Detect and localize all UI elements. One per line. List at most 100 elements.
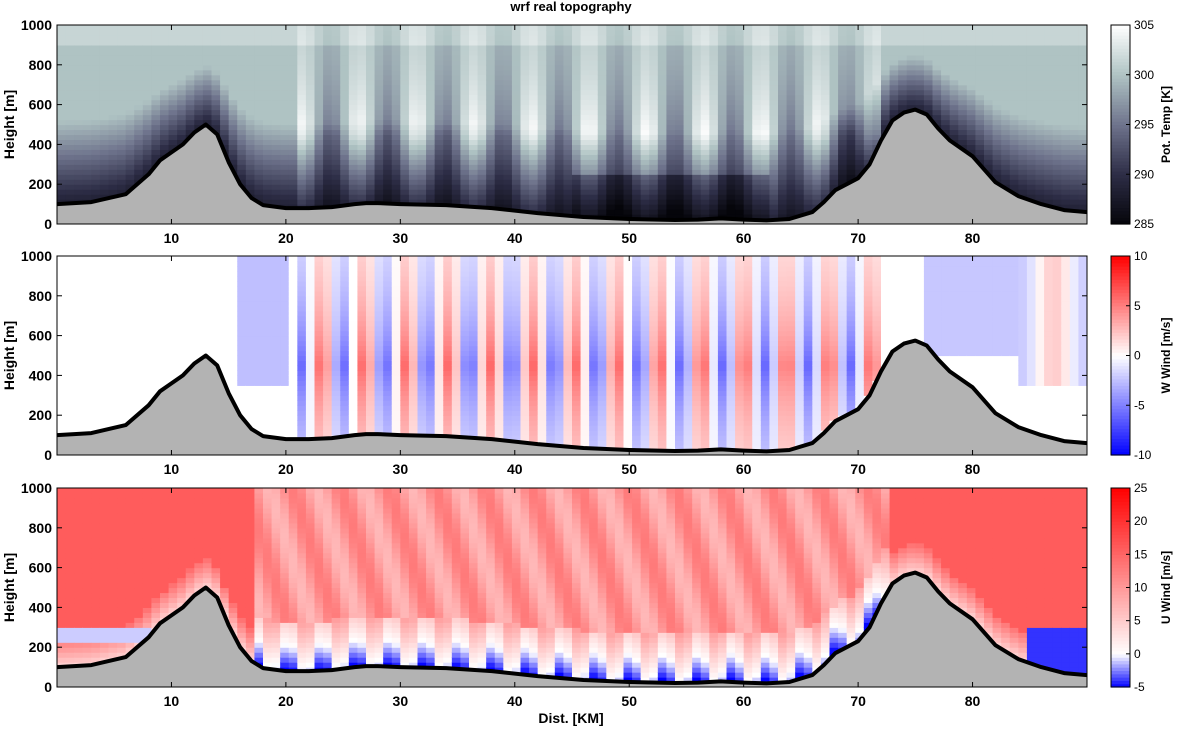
x-tick-label: 40 xyxy=(507,230,523,246)
y-axis-label: Height [m] xyxy=(1,90,17,159)
x-tick-label: 10 xyxy=(164,230,180,246)
colorbar-swatch xyxy=(1111,345,1130,350)
colorbar-swatch xyxy=(1111,580,1130,585)
x-axis-label: Dist. [KM] xyxy=(538,710,603,726)
colorbar-label: W Wind [m/s] xyxy=(1159,318,1173,394)
colorbar-swatch xyxy=(1111,382,1130,386)
colorbar-swatch xyxy=(1111,207,1130,212)
colorbar-swatch xyxy=(1111,398,1130,403)
colorbar-swatch xyxy=(1111,315,1130,320)
colorbar-swatch xyxy=(1111,305,1130,310)
x-tick-label: 60 xyxy=(736,230,752,246)
colorbar-swatch xyxy=(1111,58,1130,63)
y-tick-label: 400 xyxy=(29,599,53,615)
colorbar-tick-label: 10 xyxy=(1134,581,1148,595)
colorbar-swatch xyxy=(1111,574,1130,579)
colorbar-swatch xyxy=(1111,107,1130,112)
colorbar-swatch xyxy=(1111,134,1130,139)
colorbar-label: U Wind [m/s] xyxy=(1159,551,1173,624)
colorbar-swatch xyxy=(1111,368,1130,373)
colorbar-swatch xyxy=(1111,537,1130,542)
y-tick-label: 0 xyxy=(44,447,52,463)
colorbar-swatch xyxy=(1111,31,1130,36)
colorbar-swatch xyxy=(1111,51,1130,56)
colorbar-label: Pot. Temp [K] xyxy=(1159,86,1173,163)
colorbar-tick-label: 5 xyxy=(1134,299,1141,313)
colorbar-swatch xyxy=(1111,643,1130,648)
colorbar-swatch xyxy=(1111,131,1130,136)
y-tick-label: 400 xyxy=(29,367,53,383)
colorbar-swatch xyxy=(1111,309,1130,313)
colorbar-swatch xyxy=(1111,627,1130,632)
colorbar-swatch xyxy=(1111,544,1130,549)
colorbar-tick-label: 0 xyxy=(1134,647,1141,661)
colorbar-swatch xyxy=(1111,200,1130,205)
y-axis-label: Height [m] xyxy=(1,553,17,622)
colorbar-tick-label: 5 xyxy=(1134,614,1141,628)
colorbar-swatch xyxy=(1111,614,1130,618)
colorbar-swatch xyxy=(1111,204,1130,209)
y-tick-label: 1000 xyxy=(21,480,52,496)
x-tick-label: 70 xyxy=(850,461,866,477)
colorbar-swatch xyxy=(1111,147,1130,152)
colorbar-swatch xyxy=(1111,677,1130,681)
colorbar-swatch xyxy=(1111,91,1130,96)
colorbar-swatch xyxy=(1111,325,1130,330)
colorbar-swatch xyxy=(1111,494,1130,499)
y-tick-label: 800 xyxy=(29,520,53,536)
colorbar-swatch xyxy=(1111,285,1130,290)
colorbar-tick-label: -5 xyxy=(1134,398,1145,412)
colorbar-swatch xyxy=(1111,362,1130,367)
colorbar-swatch xyxy=(1111,600,1130,605)
colorbar-swatch xyxy=(1111,451,1130,456)
y-tick-label: 600 xyxy=(29,97,53,113)
colorbar-swatch xyxy=(1111,421,1130,426)
x-tick-label: 50 xyxy=(621,693,637,709)
colorbar-tick-label: 290 xyxy=(1134,167,1154,181)
colorbar-swatch xyxy=(1111,541,1130,545)
colorbar-swatch xyxy=(1111,259,1130,264)
colorbar-swatch xyxy=(1111,124,1130,129)
colorbar-swatch xyxy=(1111,265,1130,270)
y-axis-label: Height [m] xyxy=(1,321,17,390)
colorbar-swatch xyxy=(1111,302,1130,307)
colorbar-swatch xyxy=(1111,375,1130,380)
colorbar-swatch xyxy=(1111,663,1130,668)
colorbar-swatch xyxy=(1111,342,1130,347)
colorbar-tick-label: 305 xyxy=(1134,18,1154,32)
colorbar-swatch xyxy=(1111,604,1130,608)
x-tick-label: 30 xyxy=(393,693,409,709)
colorbar-swatch xyxy=(1111,551,1130,555)
colorbar-swatch xyxy=(1111,97,1130,102)
colorbar-swatch xyxy=(1111,295,1130,300)
panel-2: 10 20 30 40 50 60 70 8002004006008001000Height … xyxy=(1,248,1173,477)
x-tick-label: 40 xyxy=(507,693,523,709)
colorbar-swatch xyxy=(1111,25,1130,29)
colorbar-swatch xyxy=(1111,590,1130,595)
colorbar-swatch xyxy=(1111,650,1130,655)
colorbar-swatch xyxy=(1111,524,1130,529)
colorbar-swatch xyxy=(1111,312,1130,317)
colorbar-swatch xyxy=(1111,78,1130,82)
axes-box xyxy=(56,487,1088,688)
colorbar-swatch xyxy=(1111,68,1130,73)
colorbar-swatch xyxy=(1111,127,1130,132)
colorbar-swatch xyxy=(1111,28,1130,33)
colorbar-swatch xyxy=(1111,289,1130,294)
colorbar-swatch xyxy=(1111,180,1130,185)
colorbar-swatch xyxy=(1111,504,1130,509)
colorbar-swatch xyxy=(1111,385,1130,390)
x-tick-label: 80 xyxy=(965,230,981,246)
colorbar-swatch xyxy=(1111,94,1130,99)
x-tick-label: 40 xyxy=(507,461,523,477)
colorbar-swatch xyxy=(1111,292,1130,297)
colorbar-swatch xyxy=(1111,121,1130,126)
colorbar-swatch xyxy=(1111,554,1130,559)
colorbar-tick-label: -10 xyxy=(1134,448,1152,462)
colorbar-swatch xyxy=(1111,144,1130,149)
y-tick-label: 200 xyxy=(29,639,53,655)
colorbar-swatch xyxy=(1111,299,1130,304)
colorbar-tick-label: 295 xyxy=(1134,118,1154,132)
colorbar-swatch xyxy=(1111,594,1130,599)
colorbar: 285 290 295 300 305 Pot. Temp [K] xyxy=(1110,18,1173,231)
